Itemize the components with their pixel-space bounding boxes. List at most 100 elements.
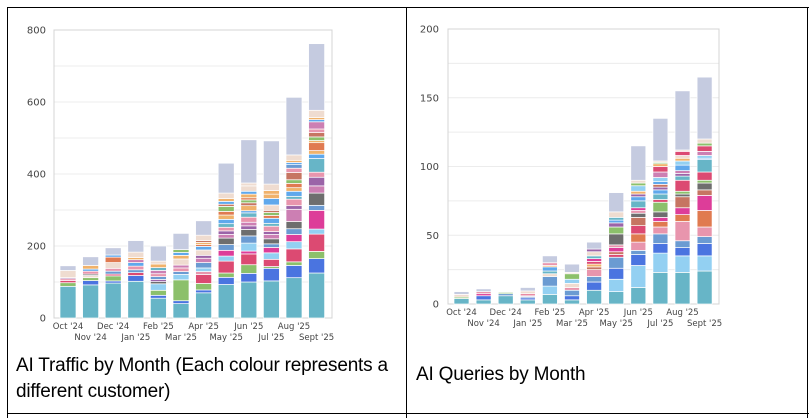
- bar-segment: [263, 215, 280, 219]
- bar-segment: [285, 154, 303, 161]
- bar-segment: [652, 189, 669, 195]
- x-tick-label: Sept '25: [687, 319, 722, 329]
- bar-segment: [104, 267, 122, 272]
- bar-segment: [696, 195, 713, 211]
- bar-segment: [240, 273, 258, 283]
- bar-segment: [453, 294, 470, 298]
- bar-segment: [308, 192, 325, 206]
- bar-0: [453, 291, 470, 305]
- bar-segment: [608, 226, 625, 235]
- bar-segment: [586, 263, 602, 268]
- bar-segment: [630, 185, 647, 192]
- bar-segment: [172, 274, 190, 281]
- bar-segment: [240, 199, 258, 204]
- bar-segment: [285, 261, 303, 266]
- bar-segment: [630, 200, 647, 209]
- bar-segment: [217, 244, 235, 251]
- bar-segment: [285, 172, 303, 181]
- table-divider-middle: [406, 7, 407, 418]
- bar-segment: [263, 193, 280, 199]
- bar-11: [696, 76, 713, 305]
- bar-segment: [696, 236, 713, 244]
- bar-segment: [586, 241, 602, 250]
- bar-segment: [696, 210, 713, 228]
- bar-segment: [608, 192, 625, 213]
- bar-segment: [652, 118, 669, 162]
- table-border-right: [807, 7, 808, 418]
- x-tick-label: Jan '25: [512, 319, 542, 329]
- bar-1: [82, 256, 99, 319]
- bar-segment: [150, 270, 167, 275]
- bar-segment: [308, 158, 325, 173]
- bar-segment: [127, 251, 145, 258]
- bar-segment: [127, 265, 145, 271]
- bar-segment: [217, 223, 235, 228]
- bar-9: [263, 140, 280, 319]
- bar-segment: [475, 295, 492, 301]
- bar-segment: [263, 267, 280, 282]
- plot-frame: [447, 28, 720, 305]
- bar-segment: [217, 198, 235, 202]
- bar-segment: [308, 210, 325, 230]
- bar-segment: [652, 226, 669, 235]
- bar-segment: [652, 186, 669, 191]
- bar-segment: [195, 267, 212, 272]
- y-tick-label: 200: [420, 25, 439, 36]
- bar-segment: [82, 284, 99, 319]
- bar-segment: [586, 276, 602, 283]
- bar-segment: [285, 164, 303, 169]
- bar-segment: [217, 201, 235, 205]
- bar-segment: [217, 276, 235, 285]
- bar-segment: [172, 303, 190, 319]
- bar-segment: [630, 217, 647, 226]
- bar-segment: [608, 267, 625, 280]
- bar-segment: [453, 298, 470, 305]
- bar-segment: [195, 283, 212, 291]
- bar-segment: [240, 182, 258, 187]
- bar-segment: [652, 201, 669, 213]
- bar-segment: [104, 270, 122, 275]
- bar-segment: [308, 109, 325, 118]
- bar-10: [285, 96, 303, 319]
- bar-segment: [696, 189, 713, 196]
- bar-segment: [195, 257, 212, 263]
- bar-segment: [586, 258, 602, 262]
- bar-segment: [696, 171, 713, 181]
- y-tick-label: 800: [27, 26, 46, 37]
- bar-segment: [217, 219, 235, 225]
- bar-segment: [308, 43, 325, 111]
- bar-segment: [696, 179, 713, 184]
- bar-segment: [652, 221, 669, 228]
- bar-segment: [285, 277, 303, 319]
- bar-7: [608, 192, 625, 305]
- bar-segment: [696, 76, 713, 140]
- bar-segment: [696, 255, 713, 272]
- bar-segment: [608, 244, 625, 248]
- x-tick-label: Dec '24: [97, 322, 129, 332]
- bar-segment: [586, 289, 602, 305]
- bar-segment: [674, 240, 691, 248]
- bar-segment: [308, 142, 325, 151]
- bar-segment: [172, 267, 190, 272]
- x-tick-label: Jul '25: [257, 333, 284, 343]
- x-tick-label: Apr '25: [188, 322, 219, 332]
- bar-segment: [308, 121, 325, 130]
- bar-segment: [652, 233, 669, 244]
- bar-segment: [217, 192, 235, 199]
- bar-segment: [497, 291, 514, 293]
- bar-segment: [240, 281, 258, 319]
- bar-segment: [263, 225, 280, 232]
- bar-segment: [608, 211, 625, 218]
- bar-segment: [674, 170, 691, 174]
- bar-segment: [104, 275, 122, 282]
- bar-segment: [285, 208, 303, 222]
- x-tick-label: May '25: [599, 319, 632, 329]
- bar-segment: [564, 289, 580, 297]
- bar-segment: [674, 175, 691, 181]
- bar-5: [172, 233, 190, 319]
- bar-segment: [240, 221, 258, 227]
- bar-segment: [285, 205, 303, 210]
- bar-3: [127, 240, 145, 319]
- bar-segment: [696, 270, 713, 305]
